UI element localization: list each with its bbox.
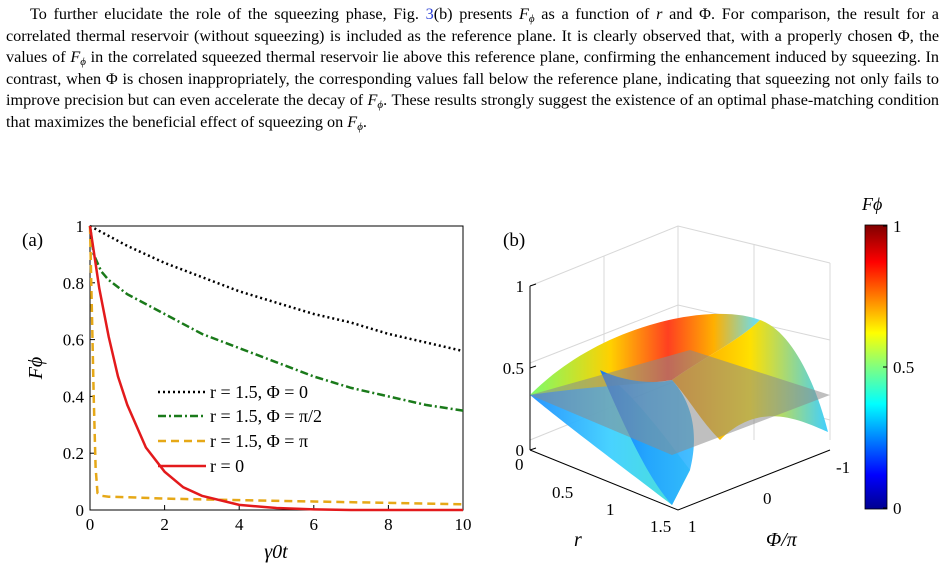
panel-a-xlabel: γ0t (264, 541, 288, 563)
panel-a: (a) Fϕ γ0t 0 2 4 6 8 10 0 0.2 0.4 0.6 0.8 1 r = 1.… (22, 217, 472, 563)
f-phi-symbol: Fϕ (519, 5, 535, 25)
panel-b: (b) 00.51 0.5 0 1 1.5 r 1 0 -1 (503, 194, 915, 551)
y-tick-label: 0.2 (63, 444, 84, 463)
panel-b-label: (b) (503, 230, 525, 251)
colorbar-tick: 0 (893, 499, 902, 518)
y-tick-label: 1 (76, 217, 85, 236)
f-phi-symbol: Fϕ (367, 91, 384, 112)
series-line-1 (88, 225, 464, 412)
panel-b-phi-label: Φ/π (766, 529, 798, 551)
series-line-0 (89, 224, 464, 353)
series-line-2 (88, 225, 464, 506)
legend-entry-phi-0: r = 1.5, Φ = 0 (210, 382, 308, 402)
series-line-3 (88, 225, 463, 512)
colorbar-tick: 1 (893, 217, 902, 236)
panel-a-x-ticks: 0 2 4 6 8 10 (86, 505, 472, 534)
y-tick-label: 0.6 (63, 331, 84, 350)
legend-entry-phi-pi: r = 1.5, Φ = π (210, 431, 308, 451)
figure-reference-link[interactable]: 3 (425, 5, 434, 23)
panel-b-reference-plane (530, 350, 830, 455)
x-tick-label: 0 (86, 515, 95, 534)
colorbar-title: Fϕ (861, 194, 882, 214)
x-tick-label: 6 (310, 515, 319, 534)
panel-b-r-label: r (574, 529, 582, 551)
panel-b-phi-tick: 1 (688, 517, 697, 536)
panel-b-phi-tick: -1 (836, 458, 850, 477)
panel-a-axes-box (89, 225, 464, 511)
x-tick-label: 4 (235, 515, 244, 534)
y-tick-label: 0 (76, 501, 85, 520)
z-tick-label: 1 (516, 277, 525, 296)
panel-b-r-tick: 1 (606, 500, 615, 519)
panel-a-label: (a) (22, 230, 43, 251)
body-paragraph: To further elucidate the role of the squ… (6, 5, 940, 133)
x-tick-label: 10 (455, 515, 472, 534)
panel-b-r-tick: 0 (515, 455, 524, 474)
panel-b-r-tick: 0.5 (552, 483, 573, 502)
z-tick-mark (529, 447, 537, 451)
colorbar-tick: 0.5 (893, 358, 914, 377)
panel-b-z-ticks: 00.51 (503, 277, 537, 460)
panel-a-legend: r = 1.5, Φ = 0 r = 1.5, Φ = π/2 r = 1.5,… (158, 382, 322, 476)
legend-entry-phi-half-pi: r = 1.5, Φ = π/2 (210, 406, 322, 426)
f-phi-symbol: Fϕ (347, 112, 363, 133)
x-tick-label: 2 (160, 515, 169, 534)
y-tick-label: 0.8 (63, 274, 84, 293)
z-tick-label: 0 (516, 441, 525, 460)
panel-b-floor-axes (529, 449, 831, 511)
z-tick-label: 0.5 (503, 359, 524, 378)
legend-entry-r-0: r = 0 (210, 456, 244, 476)
panel-a-y-ticks: 0 0.2 0.4 0.6 0.8 1 (63, 217, 95, 520)
y-tick-label: 0.4 (63, 387, 85, 406)
panel-a-series (88, 224, 464, 512)
z-tick-mark (529, 283, 537, 287)
f-phi-symbol: Fϕ (70, 48, 86, 69)
panel-a-ylabel: Fϕ (25, 357, 47, 381)
panel-b-phi-tick: 0 (763, 489, 772, 508)
panel-b-r-tick: 1.5 (650, 517, 671, 536)
z-tick-mark (529, 365, 537, 369)
x-tick-label: 8 (384, 515, 393, 534)
